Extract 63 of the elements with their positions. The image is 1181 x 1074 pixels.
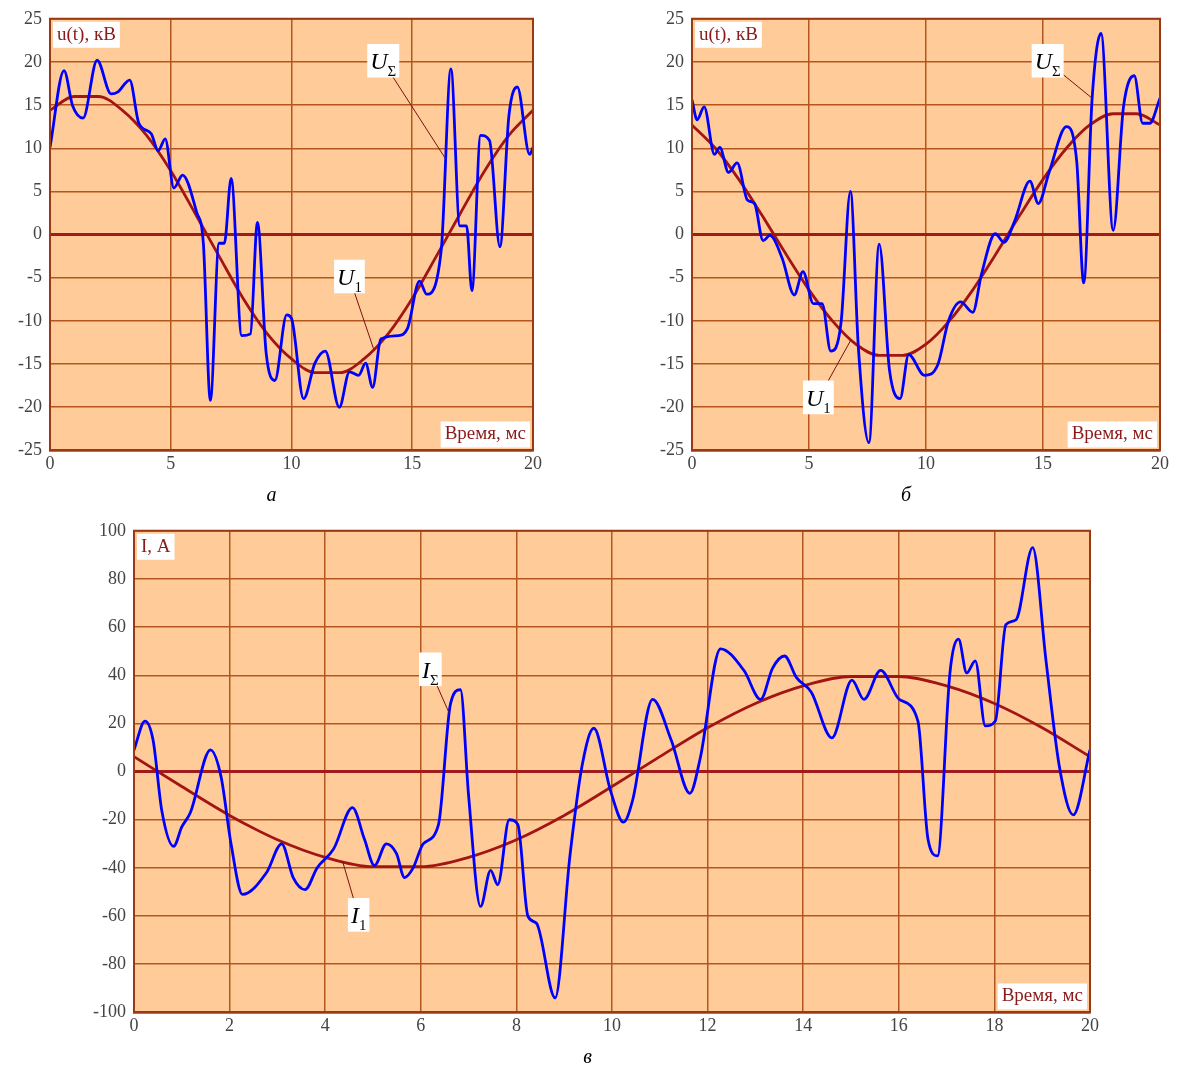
y-tick-label: 20: [23, 50, 42, 71]
y-tick-label: -20: [101, 808, 126, 829]
x-axis-title: Время, мс: [444, 422, 526, 444]
y-tick-label: 10: [23, 137, 42, 158]
y-tick-label: 15: [23, 93, 42, 114]
y-tick-label: 25: [23, 7, 42, 28]
x-tick-label: 10: [603, 1014, 621, 1035]
y-tick-label: 80: [107, 567, 126, 588]
x-tick-label: 15: [403, 452, 422, 473]
x-tick-label: 2: [225, 1014, 235, 1035]
text: а: [266, 483, 277, 506]
y-tick-label: -40: [101, 856, 126, 877]
x-tick-label: 5: [804, 452, 814, 473]
y-axis-title: I, А: [140, 534, 171, 556]
y-tick-label: -5: [26, 266, 42, 287]
x-tick-label: 14: [794, 1014, 813, 1035]
x-tick-label: 8: [511, 1014, 521, 1035]
y-tick-label: -25: [17, 439, 42, 460]
text: б: [900, 483, 912, 506]
y-tick-label: 10: [665, 137, 684, 158]
y-axis-title: u(t), кВ: [698, 22, 758, 45]
x-tick-label: 5: [166, 452, 176, 473]
y-tick-label: 25: [665, 7, 684, 28]
y-tick-label: -10: [17, 309, 42, 330]
y-tick-label: -15: [659, 352, 684, 373]
y-tick-label: -20: [659, 395, 684, 416]
x-tick-label: 20: [1151, 452, 1169, 473]
x-tick-label: 20: [524, 452, 542, 473]
y-tick-label: -5: [668, 266, 684, 287]
y-tick-label: 15: [665, 93, 684, 114]
y-tick-label: 20: [665, 50, 684, 71]
x-tick-label: 15: [1034, 452, 1052, 473]
y-tick-label: 0: [32, 223, 42, 244]
x-tick-label: 6: [416, 1014, 426, 1035]
x-tick-label: 0: [129, 1014, 139, 1035]
y-tick-label: -80: [101, 952, 126, 973]
x-tick-label: 16: [889, 1014, 908, 1035]
x-tick-label: 18: [985, 1014, 1004, 1035]
y-tick-label: -100: [92, 1001, 126, 1022]
y-tick-label: 0: [116, 760, 126, 781]
x-tick-label: 12: [698, 1014, 717, 1035]
x-tick-label: 10: [917, 452, 935, 473]
x-tick-label: 0: [45, 452, 55, 473]
y-tick-label: -10: [659, 309, 684, 330]
y-tick-label: 60: [107, 615, 126, 636]
x-tick-label: 10: [282, 452, 301, 473]
y-tick-label: -25: [659, 439, 684, 460]
y-tick-label: -20: [17, 395, 42, 416]
y-tick-label: 5: [674, 180, 684, 201]
x-tick-label: 4: [320, 1014, 330, 1035]
x-tick-label: 20: [1081, 1014, 1099, 1035]
y-axis-title: u(t), кВ: [56, 22, 116, 45]
y-tick-label: 5: [32, 180, 42, 201]
y-tick-label: 40: [107, 664, 126, 685]
y-tick-label: 100: [98, 519, 126, 540]
y-tick-label: 0: [674, 223, 684, 244]
x-axis-title: Время, мс: [1071, 422, 1153, 444]
y-tick-label: -15: [17, 352, 42, 373]
y-tick-label: 20: [107, 712, 126, 733]
text: в: [583, 1045, 593, 1068]
y-tick-label: -60: [101, 904, 126, 925]
x-tick-label: 0: [687, 452, 697, 473]
x-axis-title: Время, мс: [1001, 984, 1083, 1006]
